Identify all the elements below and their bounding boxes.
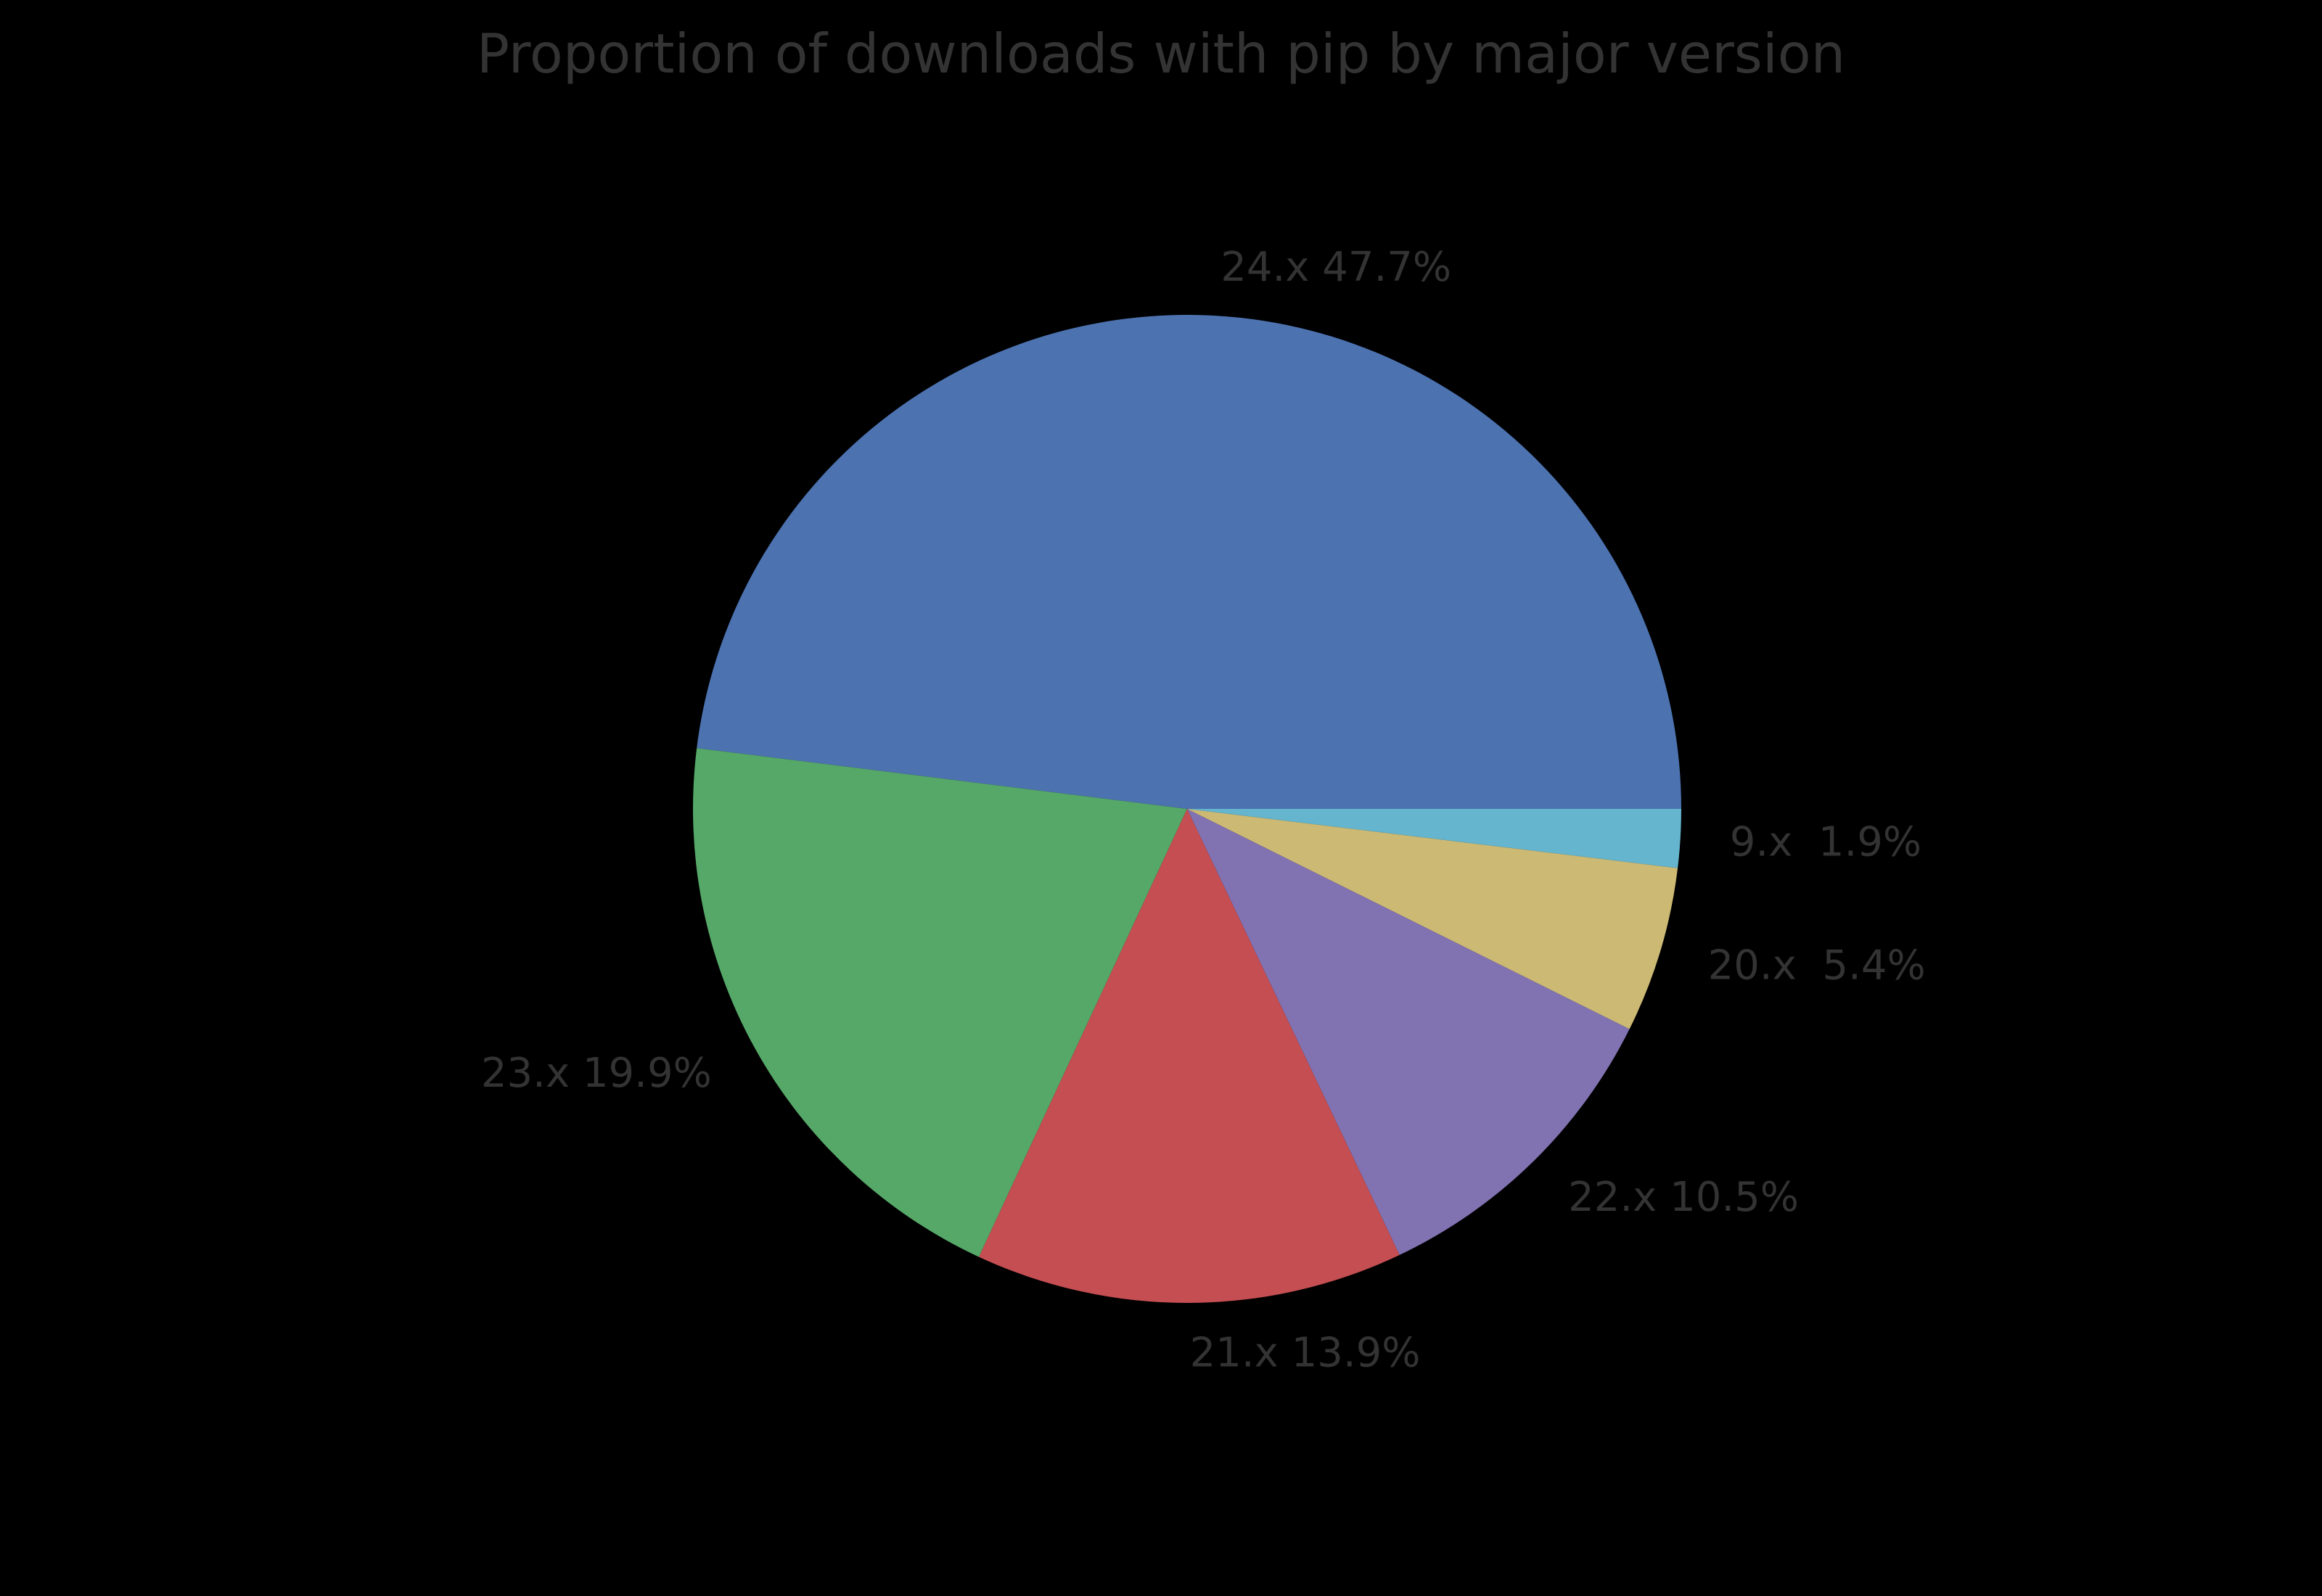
pie-slice-24.x — [697, 315, 1682, 809]
pie-label-22.x: 22.x 10.5% — [1568, 1174, 1799, 1221]
chart-title: Proportion of downloads with pip by majo… — [477, 22, 1845, 86]
pie-slice-22.x — [1187, 809, 1630, 1255]
pie-slice-21.x — [979, 809, 1400, 1303]
pie-slice-20.x — [1187, 809, 1678, 1029]
pie-label-24.x: 24.x 47.7% — [1221, 244, 1451, 291]
pie-label-20.x: 20.x 5.4% — [1708, 942, 1926, 990]
pie-label-23.x: 23.x 19.9% — [481, 1050, 712, 1097]
pie-slice-23.x — [693, 748, 1187, 1257]
pie-label-9.x: 9.x 1.9% — [1730, 819, 1921, 866]
pie-label-21.x: 21.x 13.9% — [1190, 1330, 1421, 1377]
pie-slices-group — [693, 315, 1682, 1303]
pie-labels-group: 24.x 47.7% 23.x 19.9% 21.x 13.9% 22.x 10.5%… — [481, 244, 1926, 1377]
pie-slice-9.x — [1187, 809, 1681, 868]
